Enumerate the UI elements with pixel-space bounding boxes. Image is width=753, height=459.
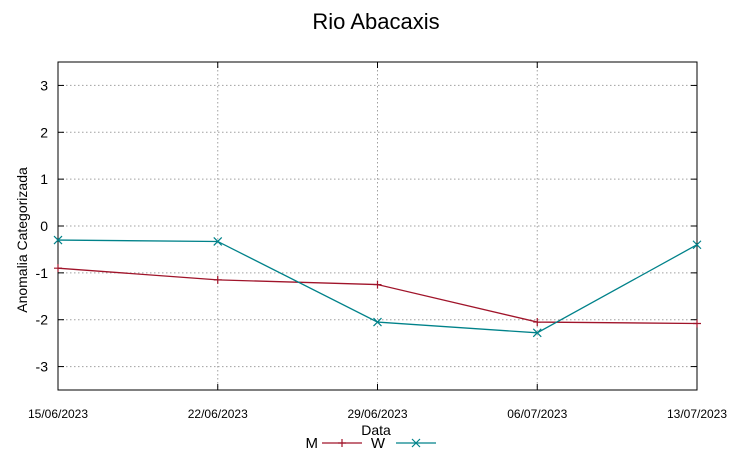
grid-lines xyxy=(58,62,697,390)
series-w xyxy=(53,235,702,338)
data-point xyxy=(53,235,63,245)
y-tick-label: 2 xyxy=(40,124,48,140)
legend-marker xyxy=(338,439,346,447)
x-tick-label: 13/07/2023 xyxy=(667,407,727,421)
y-axis-label: Anomalia Categorizada xyxy=(14,167,30,313)
x-axis-ticks: 15/06/2023 22/06/2023 29/06/2023 06/07/2023… xyxy=(28,62,727,421)
data-point xyxy=(54,264,62,273)
data-point xyxy=(213,237,223,246)
x-tick-label: 29/06/2023 xyxy=(347,407,407,421)
data-point xyxy=(533,318,542,327)
legend-item-w: W xyxy=(371,435,436,452)
y-axis-ticks: 3 2 1 0 -1 -2 -3 xyxy=(36,77,697,375)
data-point xyxy=(693,319,701,328)
y-tick-label: -2 xyxy=(36,312,49,328)
y-tick-label: -3 xyxy=(36,359,49,375)
legend-marker xyxy=(411,438,421,448)
x-tick-label: 15/06/2023 xyxy=(28,407,88,421)
data-point xyxy=(213,275,222,284)
y-tick-label: -1 xyxy=(36,265,49,281)
data-point xyxy=(692,240,702,250)
data-point xyxy=(532,328,542,338)
y-tick-label: 0 xyxy=(40,218,48,234)
x-tick-label: 06/07/2023 xyxy=(507,407,567,421)
x-axis-label: Data xyxy=(361,422,391,438)
x-tick-label: 22/06/2023 xyxy=(188,407,248,421)
series-m xyxy=(54,264,701,328)
chart-title: Rio Abacaxis xyxy=(312,9,439,34)
y-tick-label: 3 xyxy=(40,77,48,93)
legend-item-m: M xyxy=(306,435,362,452)
data-point xyxy=(373,317,382,327)
data-point xyxy=(373,280,382,289)
legend-label: W xyxy=(371,435,386,452)
y-tick-label: 1 xyxy=(40,171,48,187)
series-group xyxy=(53,235,702,338)
legend-label: M xyxy=(306,435,319,452)
